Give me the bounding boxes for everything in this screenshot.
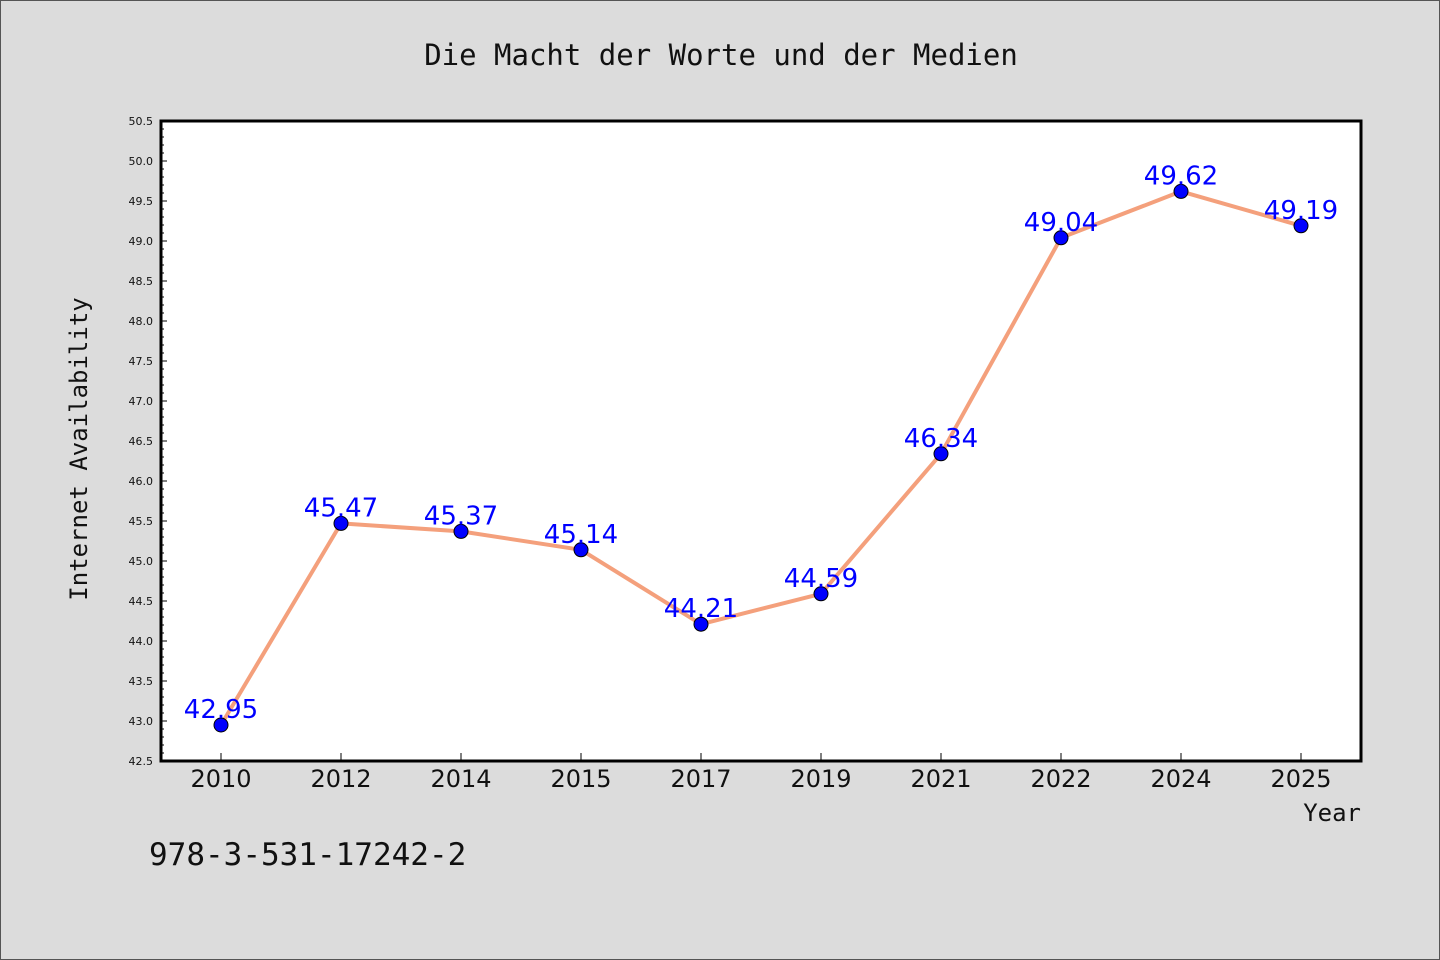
y-tick-label: 45.0 [129, 555, 154, 568]
chart-title: Die Macht der Worte und der Medien [424, 38, 1018, 72]
data-label: 49.19 [1264, 196, 1338, 226]
y-tick-label: 49.0 [129, 235, 154, 248]
isbn-annotation: 978-3-531-17242-2 [149, 837, 466, 873]
y-axis: 42.5 43.0 43.5 44.0 44.5 45.0 45.5 46.0 46.5 47.0… [129, 115, 167, 768]
data-label: 49.62 [1144, 161, 1218, 191]
data-point [573, 542, 589, 558]
data-point [1053, 230, 1069, 246]
data-label: 45.47 [304, 493, 378, 523]
x-tick-label: 2022 [1030, 765, 1091, 793]
data-point [453, 523, 469, 539]
x-tick-label: 2019 [790, 765, 851, 793]
x-axis-label: Year [1303, 799, 1361, 827]
y-axis-label: Internet Availability [65, 297, 93, 600]
y-tick-label: 50.0 [129, 155, 154, 168]
data-label: 44.59 [784, 564, 858, 594]
x-tick-label: 2010 [190, 765, 251, 793]
y-tick-label: 46.5 [129, 435, 154, 448]
data-label: 45.37 [424, 501, 498, 531]
data-point [1173, 183, 1189, 199]
y-tick-label: 47.0 [129, 395, 154, 408]
data-label: 42.95 [184, 695, 258, 725]
series-line [219, 189, 1302, 727]
plot-area [159, 119, 1363, 763]
data-label: 45.14 [544, 520, 618, 550]
data-point [333, 515, 349, 531]
y-tick-label: 43.0 [129, 715, 154, 728]
y-tick-label: 42.5 [129, 755, 154, 768]
y-tick-label: 43.5 [129, 675, 154, 688]
x-tick-label: 2015 [550, 765, 611, 793]
y-tick-label: 47.5 [129, 355, 154, 368]
y-tick-label: 46.0 [129, 475, 154, 488]
x-axis: 2010 2012 2014 2015 2017 2019 2021 2022 2024 2025 [190, 753, 1332, 793]
x-tick-label: 2024 [1150, 765, 1211, 793]
y-tick-label: 44.5 [129, 595, 154, 608]
y-tick-label: 48.5 [129, 275, 154, 288]
data-label: 49.04 [1024, 208, 1098, 238]
data-point [213, 717, 229, 733]
data-point [693, 616, 709, 632]
y-tick-label: 48.0 [129, 315, 154, 328]
x-tick-label: 2021 [910, 765, 971, 793]
x-tick-label: 2025 [1270, 765, 1331, 793]
y-tick-label: 49.5 [129, 195, 154, 208]
y-tick-label: 50.5 [129, 115, 154, 128]
y-tick-label: 44.0 [129, 635, 154, 648]
data-point [813, 586, 829, 602]
data-label: 46.34 [904, 424, 978, 454]
x-tick-label: 2014 [430, 765, 491, 793]
y-tick-label: 45.5 [129, 515, 154, 528]
data-label: 44.21 [664, 594, 738, 624]
data-point [933, 446, 949, 462]
series-layer: 42.95 45.47 45.37 45.14 44.21 44.59 46.34 49.04… [184, 161, 1338, 733]
x-tick-label: 2012 [310, 765, 371, 793]
x-tick-label: 2017 [670, 765, 731, 793]
data-point [1293, 218, 1309, 234]
